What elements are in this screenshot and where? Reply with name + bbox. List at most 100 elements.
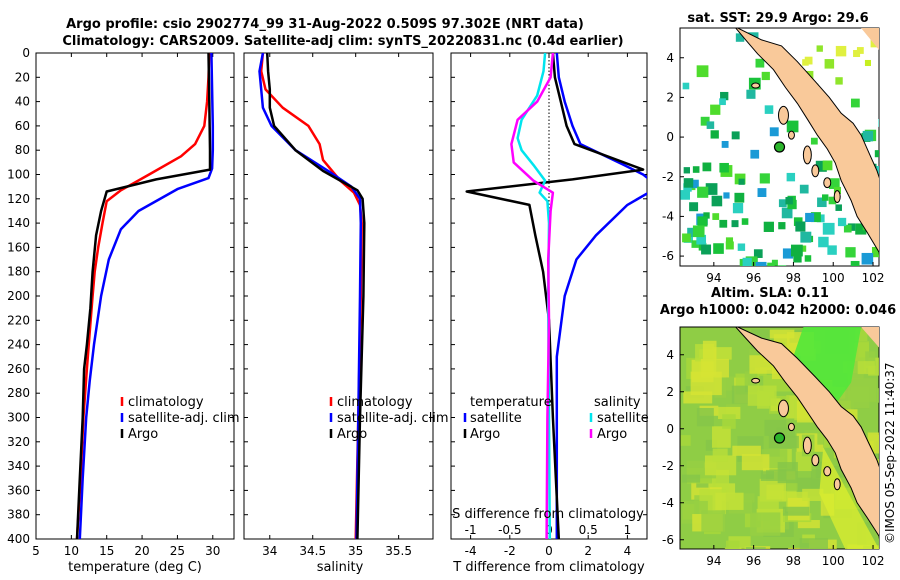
island: [778, 105, 789, 125]
sla-map-title: Altim. SLA: 0.11: [711, 286, 829, 301]
sst-cell: [874, 150, 879, 158]
sst-cell: [782, 248, 794, 259]
x-tick-label: 15: [99, 544, 114, 558]
sla-cell: [782, 506, 810, 516]
map-x-tick-label: 94: [706, 554, 721, 568]
sst-cell: [706, 121, 715, 129]
island: [802, 145, 812, 165]
sst-cell: [804, 255, 812, 262]
sst-cell: [861, 252, 874, 265]
sst-cell: [850, 260, 860, 266]
sst-cell: [835, 204, 842, 211]
map-x-tick-label: 102: [862, 271, 885, 285]
sla-map-panel: Altim. SLA: 0.11 Argo h1000: 0.042 h2000…: [660, 286, 896, 568]
sla-cell: [712, 347, 732, 360]
depth-tick-label: 240: [7, 338, 30, 352]
temperature-tick-labels: 5 10 15 20 25 30: [32, 52, 234, 558]
legend-label-argo: Argo: [337, 427, 367, 442]
malay-peninsula: [861, 327, 879, 348]
sst-cell: [862, 130, 874, 142]
sst-cell: [719, 162, 729, 173]
sla-cell: [876, 388, 879, 403]
imos-credit: ©IMOS 05-Sep-2022 11:40:37: [883, 362, 897, 544]
sst-cell: [816, 45, 823, 52]
sst-cell: [822, 222, 835, 235]
sst-cell: [871, 246, 879, 258]
sla-cell: [690, 371, 722, 396]
sla-cell: [680, 435, 691, 446]
x-tick-label: 20: [134, 544, 149, 558]
sst-cell: [750, 149, 760, 159]
sla-cell: [769, 329, 795, 339]
sla-cell: [802, 488, 824, 501]
sla-cell: [725, 540, 740, 549]
sst-cell: [805, 212, 815, 222]
sst-cell: [732, 203, 744, 214]
depth-tick-label: 340: [7, 459, 30, 473]
chart-title-line2: Climatology: CARS2009. Satellite-adj cli…: [62, 34, 623, 49]
argo-position-marker: [773, 432, 786, 444]
island: [787, 422, 795, 432]
x-tick-label: 4: [624, 544, 632, 558]
sumatra-land: [735, 28, 879, 256]
x-tick-label: 30: [205, 544, 220, 558]
sst-cell: [817, 197, 827, 208]
series-line-satellite-adj-clim: [78, 53, 215, 539]
x-tick-label: 5: [32, 544, 40, 558]
island: [811, 454, 820, 467]
salinity-xlabel: salinity: [317, 560, 364, 575]
sst-cell: [850, 98, 860, 108]
malay-peninsula: [861, 28, 879, 50]
sst-cell: [761, 71, 770, 81]
series-line-argo: [75, 53, 212, 539]
island: [833, 478, 841, 491]
depth-tick-label: 320: [7, 435, 30, 449]
series-line-argo: [265, 53, 366, 539]
sst-cell: [799, 245, 807, 252]
sst-cell: [682, 82, 690, 90]
sst-cell: [690, 179, 699, 189]
sla-map-ticks: 94 96 98 100 102 -6 -4 -2 0 2 4: [662, 348, 884, 568]
sst-cell: [815, 160, 827, 172]
sst-cell: [721, 140, 729, 148]
sst-cell: [697, 216, 708, 227]
sst-cell: [828, 178, 840, 189]
s-diff-tick-label: 0.5: [579, 523, 598, 537]
sst-cell: [827, 245, 837, 255]
sst-cell: [778, 222, 786, 230]
sla-land: [735, 327, 879, 540]
map-y-tick-label: 0: [666, 422, 674, 436]
sst-cell: [759, 173, 770, 184]
x-tick-label: 35: [348, 544, 363, 558]
legend-label-sal-argo: Argo: [597, 427, 627, 442]
sst-cell: [818, 236, 829, 248]
depth-tick-label: 120: [7, 192, 30, 206]
s-diff-tick-label: 1: [624, 523, 632, 537]
sst-cell: [843, 224, 852, 233]
sst-cell: [787, 199, 797, 210]
sst-cell: [810, 212, 821, 223]
sla-cell: [696, 408, 714, 427]
sst-cell: [711, 195, 723, 207]
x-tick-label: -2: [504, 544, 516, 558]
sla-cell: [745, 547, 766, 549]
depth-tick-label: 300: [7, 411, 30, 425]
sla-cell: [702, 340, 717, 360]
sst-cell: [731, 220, 739, 228]
sla-cell: [815, 461, 827, 478]
sla-cell: [865, 351, 876, 366]
sst-cell: [837, 217, 847, 227]
sst-cell: [683, 167, 690, 174]
depth-tick-label: 160: [7, 240, 30, 254]
sst-cell: [705, 183, 718, 195]
island: [811, 164, 820, 178]
sst-map-title: sat. SST: 29.9 Argo: 29.6: [687, 11, 868, 26]
x-tick-label: 34: [262, 544, 277, 558]
sla-cell: [732, 445, 761, 456]
depth-tick-label: 360: [7, 483, 30, 497]
sst-cell: [700, 116, 710, 126]
sst-cell: [725, 237, 734, 245]
sst-cell: [855, 223, 867, 235]
chart-title-line1: Argo profile: csio 2902774_99 31-Aug-202…: [66, 17, 584, 32]
